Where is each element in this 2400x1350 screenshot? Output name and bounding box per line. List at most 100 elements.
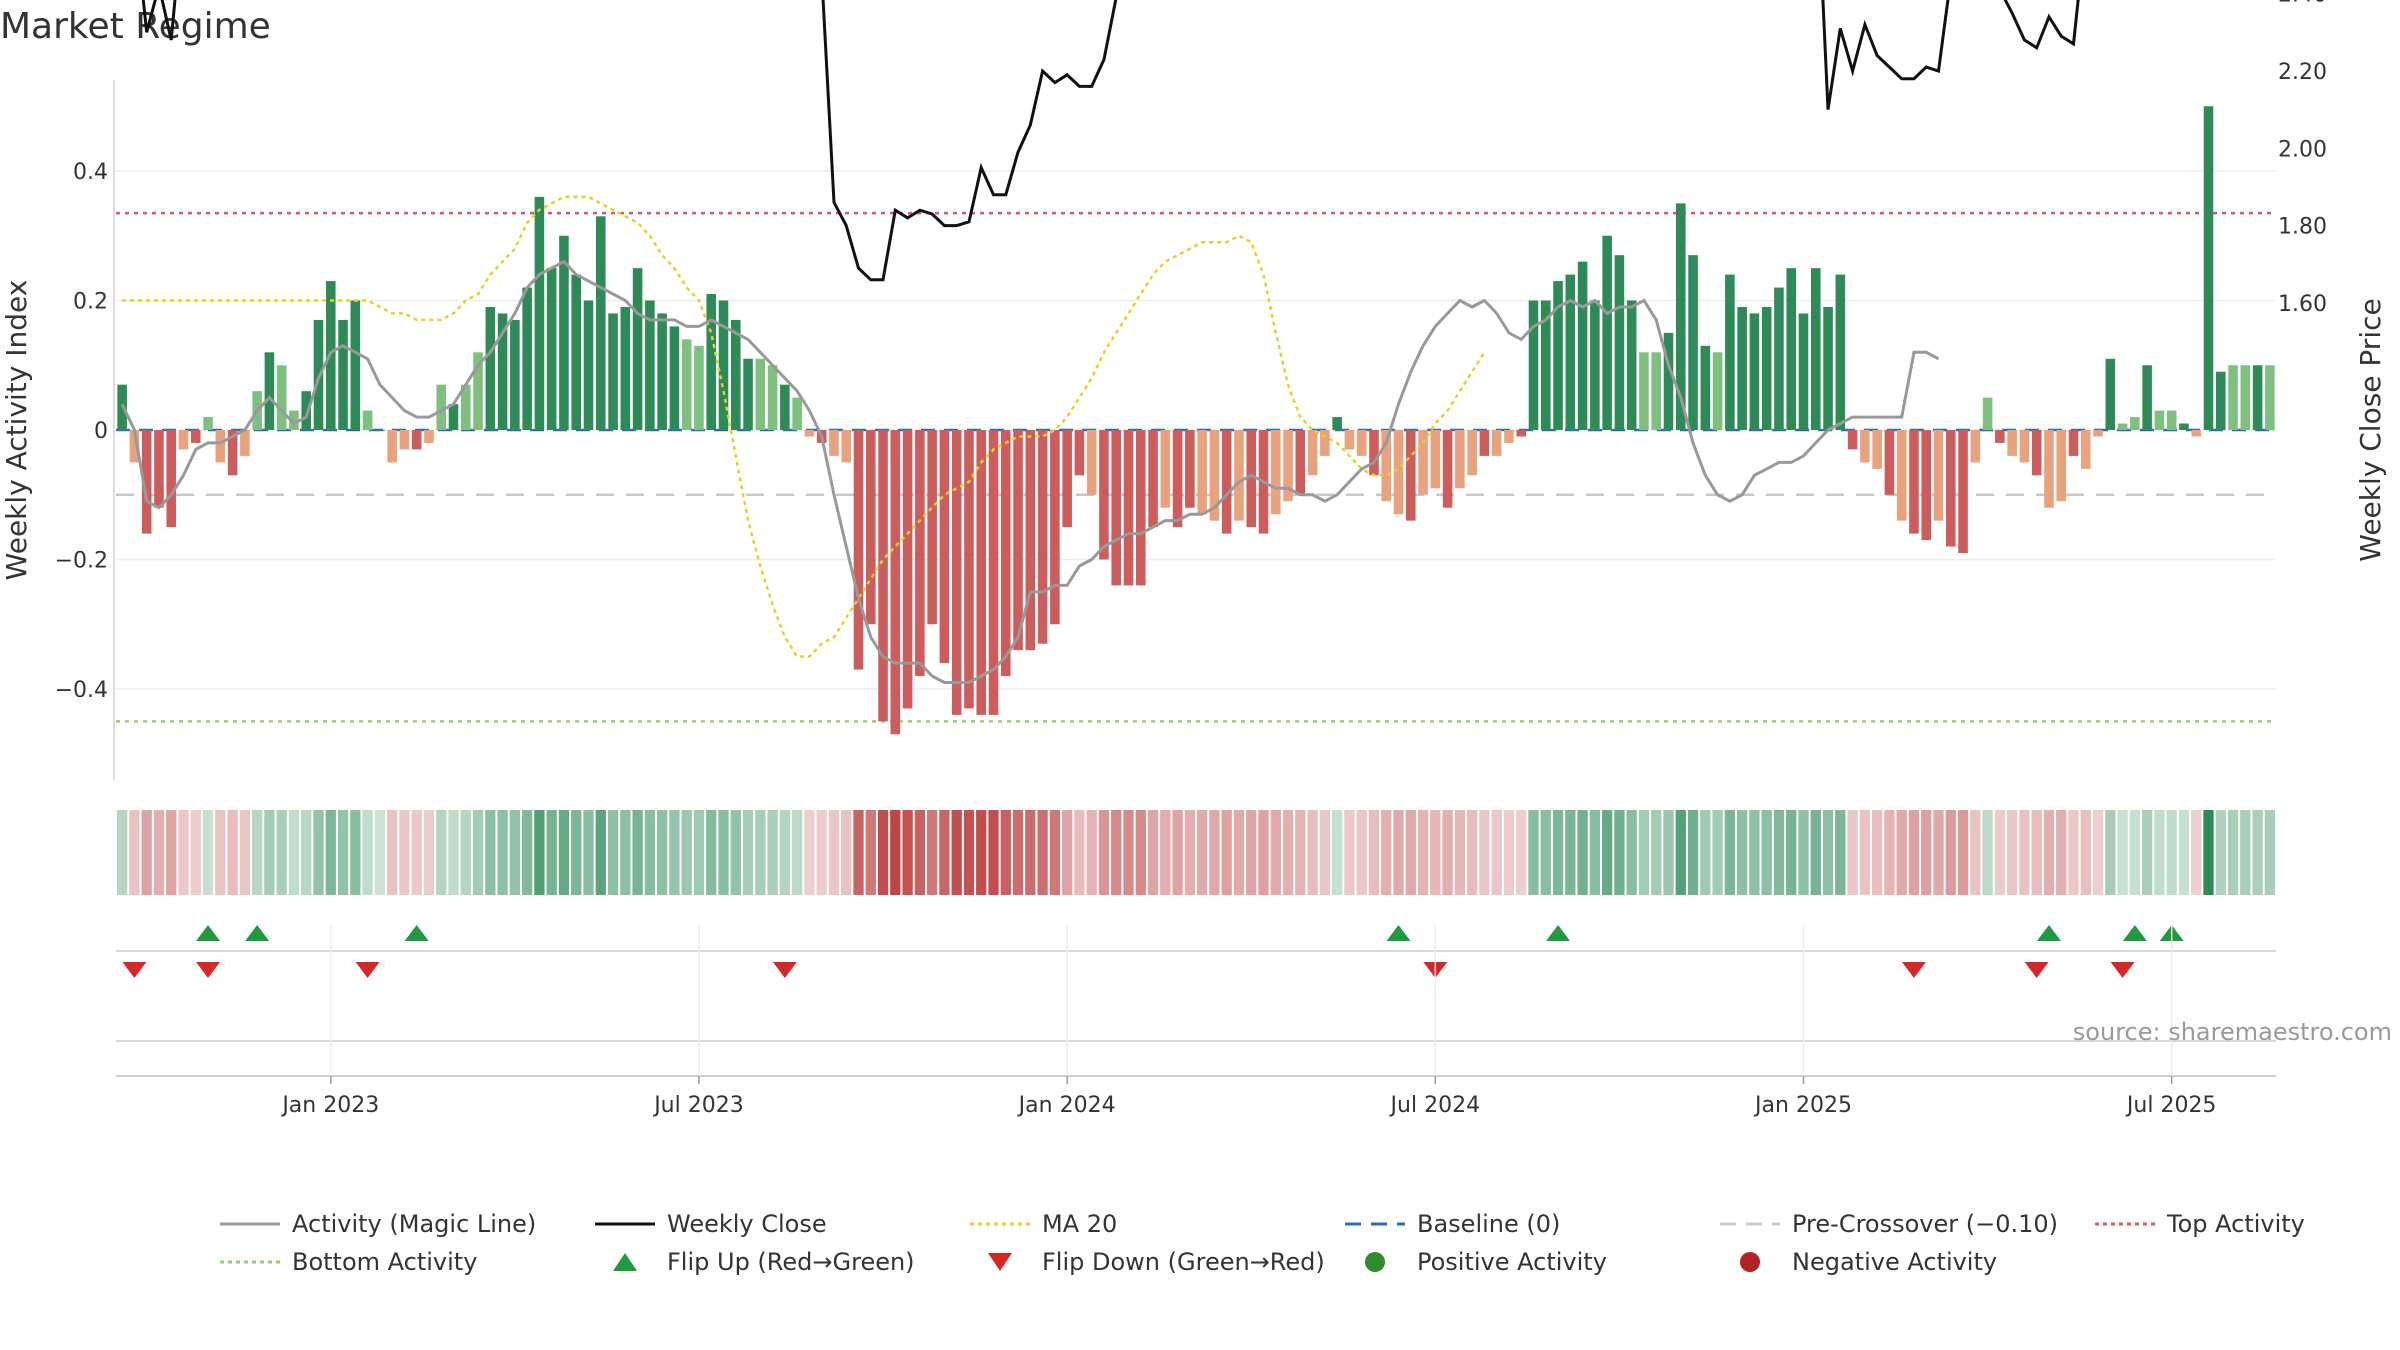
regime-strip-cell <box>2154 810 2165 895</box>
regime-strip-cell <box>718 810 729 895</box>
regime-strip <box>116 810 2276 895</box>
activity-bar <box>669 326 680 430</box>
date-tick-label: Jan 2023 <box>280 1093 379 1118</box>
left-tick-label: −0.2 <box>55 549 108 574</box>
regime-strip-cell <box>681 810 692 895</box>
activity-bar <box>681 339 692 430</box>
regime-strip-cell <box>1331 810 1343 895</box>
regime-strip-cell <box>1430 810 1441 895</box>
regime-strip-cell <box>1982 810 1993 895</box>
activity-bar <box>1995 430 2005 443</box>
legend-item: Weekly Close <box>595 1210 827 1238</box>
activity-bar <box>1847 430 1858 450</box>
regime-strip-cell <box>841 810 852 895</box>
regime-strip-cell <box>1098 810 1110 895</box>
regime-strip-cell <box>1135 810 1146 895</box>
regime-strip-cell <box>485 810 496 895</box>
activity-bar <box>1540 300 1551 430</box>
activity-bar <box>473 352 483 430</box>
activity-bar <box>424 430 434 443</box>
regime-strip-cell <box>1405 810 1416 895</box>
regime-strip-cell <box>1651 810 1662 895</box>
activity-bars <box>117 106 2275 735</box>
activity-bar <box>1467 430 1477 476</box>
activity-bar <box>853 430 864 670</box>
regime-strip-cell <box>251 810 263 895</box>
regime-strip-cell <box>1160 810 1171 895</box>
activity-bar <box>706 294 717 430</box>
regime-strip-cell <box>1933 810 1944 895</box>
legend-swatch <box>1740 1252 1760 1272</box>
legend-label: Weekly Close <box>667 1210 827 1238</box>
legend-label: MA 20 <box>1042 1210 1117 1238</box>
flip-up-marker <box>2036 925 2061 941</box>
regime-strip-cell <box>166 810 177 895</box>
regime-strip-cell <box>1565 810 1576 895</box>
activity-bar <box>780 384 790 430</box>
activity-bar <box>2179 423 2189 430</box>
activity-bar <box>902 430 913 709</box>
activity-bar <box>730 319 741 430</box>
activity-bar <box>1884 430 1895 495</box>
activity-bar <box>1614 255 1625 430</box>
activity-bar <box>1332 417 1342 430</box>
activity-bar <box>276 365 287 430</box>
regime-strip-cell <box>1479 810 1490 895</box>
legend-label: Positive Activity <box>1417 1248 1607 1276</box>
left-tick-label: 0 <box>94 419 108 444</box>
activity-bar <box>608 313 618 430</box>
magic-line <box>120 259 1940 684</box>
regime-strip-cell <box>1246 810 1257 895</box>
regime-strip-cell <box>1368 810 1380 895</box>
regime-strip-cell <box>2092 810 2104 895</box>
regime-strip-cell <box>853 810 864 895</box>
activity-bar <box>2265 365 2275 430</box>
flip-up-marker <box>196 925 221 941</box>
activity-bar <box>2228 365 2238 430</box>
right-tick-label: 1.60 <box>2278 292 2327 317</box>
activity-bar <box>1786 268 1797 430</box>
right-axis-label: Weekly Close Price <box>2354 298 2387 561</box>
activity-bar <box>1504 430 1514 443</box>
flip-down-marker <box>2024 962 2049 978</box>
legend-item: Activity (Magic Line) <box>220 1210 536 1238</box>
legend-item: Flip Down (Green→Red) <box>988 1248 1325 1276</box>
regime-strip-cell <box>1614 810 1625 895</box>
regime-strip-cell <box>1675 810 1686 895</box>
activity-bar <box>301 391 312 430</box>
legend-item: Top Activity <box>2095 1210 2305 1238</box>
regime-strip-cell <box>1012 810 1024 895</box>
flip-down-marker <box>122 962 147 978</box>
regime-strip-cell <box>1516 810 1527 895</box>
right-tick-label: 2.40 <box>2278 0 2327 8</box>
legend-label: Pre-Crossover (−0.10) <box>1792 1210 2058 1238</box>
activity-bar <box>399 430 410 450</box>
activity-bar <box>485 306 496 430</box>
activity-bar <box>1945 430 1956 547</box>
regime-strip-cell <box>742 810 754 895</box>
activity-bar <box>215 430 226 463</box>
regime-strip-cell <box>1577 810 1588 895</box>
activity-bar <box>411 430 422 450</box>
legend-item: MA 20 <box>970 1210 1117 1238</box>
regime-strip-cell <box>2117 810 2128 895</box>
regime-strip-cell <box>1466 810 1478 895</box>
activity-bar <box>178 430 189 450</box>
regime-strip-cell <box>607 810 619 895</box>
regime-strip-cell <box>1503 810 1515 895</box>
activity-bar <box>1528 300 1539 430</box>
regime-strip-cell <box>1319 810 1331 895</box>
activity-bar <box>657 313 667 430</box>
regime-strip-cell <box>141 810 152 895</box>
activity-bar <box>1307 430 1318 476</box>
right-tick-label: 1.80 <box>2278 215 2327 240</box>
activity-bar <box>2166 410 2177 430</box>
regime-strip-cell <box>202 810 214 895</box>
regime-strip-cell <box>374 810 386 895</box>
regime-strip-cell <box>2080 810 2091 895</box>
regime-strip-cell <box>1700 810 1711 895</box>
activity-bar <box>227 430 238 476</box>
flip-up-marker <box>1386 925 1411 941</box>
regime-strip-cell <box>669 810 680 895</box>
regime-strip-cell <box>1552 810 1564 895</box>
